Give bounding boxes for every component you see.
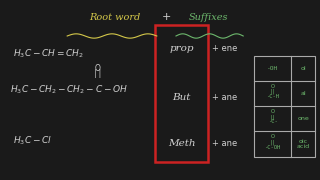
Text: + ane: + ane — [212, 140, 237, 148]
Bar — [155, 25, 208, 162]
Text: O: O — [95, 64, 100, 73]
Text: $H_3C - Cl$: $H_3C - Cl$ — [13, 134, 52, 147]
Text: O: O — [271, 84, 275, 89]
Text: Root word: Root word — [90, 13, 141, 22]
Text: Suffixes: Suffixes — [188, 13, 228, 22]
Text: one: one — [297, 116, 309, 121]
Text: ||: || — [270, 114, 276, 120]
Text: + ane: + ane — [212, 93, 237, 102]
Text: ol: ol — [300, 66, 306, 71]
Text: $H_3C - CH = CH_2$: $H_3C - CH = CH_2$ — [13, 48, 84, 60]
Text: -C-H: -C-H — [266, 94, 279, 99]
Text: But: But — [172, 93, 191, 102]
Text: ||: || — [270, 89, 276, 94]
Text: -C-: -C- — [268, 119, 277, 124]
Text: ||: || — [270, 139, 276, 145]
Text: -C-OH: -C-OH — [265, 145, 281, 150]
Text: al: al — [300, 91, 306, 96]
Text: $H_3C - CH_2 - CH_2 - C - OH$: $H_3C - CH_2 - CH_2 - C - OH$ — [10, 84, 128, 96]
Text: prop: prop — [170, 44, 194, 53]
Text: +: + — [162, 12, 171, 22]
Text: oic
acid: oic acid — [296, 139, 310, 149]
Text: O: O — [271, 134, 275, 140]
Bar — [254, 56, 315, 157]
Text: -OH: -OH — [267, 66, 278, 71]
Text: Meth: Meth — [168, 140, 196, 148]
Text: ||: || — [93, 69, 102, 78]
Text: O: O — [271, 109, 275, 114]
Text: + ene: + ene — [212, 44, 237, 53]
